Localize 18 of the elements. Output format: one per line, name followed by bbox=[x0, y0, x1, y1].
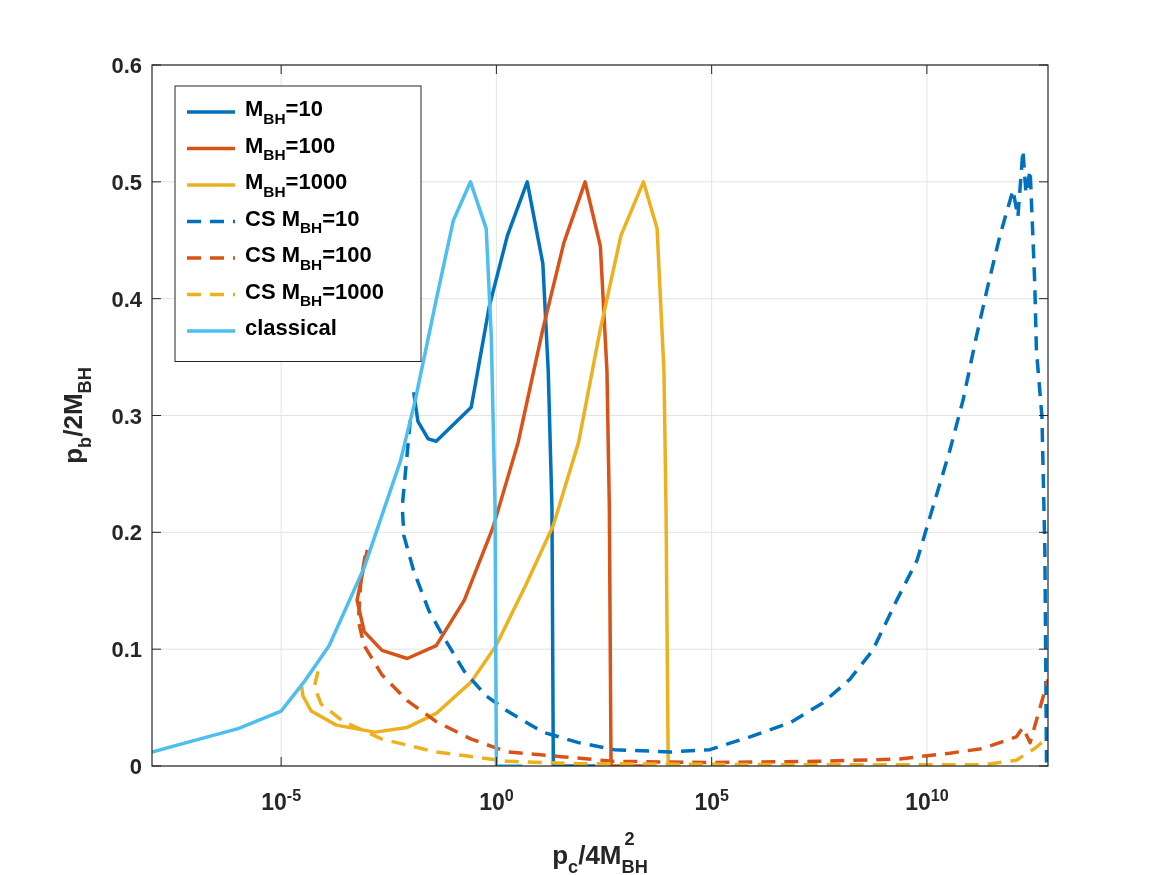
legend-label: M$_{BH}$=1000 bbox=[245, 169, 348, 200]
y-tick-label: 0.6 bbox=[111, 53, 142, 78]
legend-label: CS M$_{BH}$=1000 bbox=[245, 278, 385, 310]
y-tick-label: 0.1 bbox=[111, 637, 142, 663]
x-tick-label: 10$^{5}$ bbox=[694, 785, 729, 815]
legend-label: CS M$_{BH}$=10 bbox=[245, 205, 360, 237]
y-tick-label: 0.3 bbox=[111, 403, 142, 429]
legend-label: M$_{BH}$=10 bbox=[245, 96, 323, 127]
x-tick-label: 10$^{10}$ bbox=[905, 785, 949, 815]
x-tick-label: 10$^{-5}$ bbox=[261, 785, 302, 815]
y-tick-label: 0.5 bbox=[111, 169, 142, 195]
y-tick-label: 0.2 bbox=[111, 520, 142, 546]
legend-label: M$_{BH}$=100 bbox=[245, 132, 336, 164]
x-tick-label: 10$^{0}$ bbox=[479, 785, 514, 815]
y-tick-label: 0.4 bbox=[111, 286, 143, 312]
legend-label: CS M$_{BH}$=100 bbox=[245, 242, 372, 273]
y-tick-label: 0 bbox=[129, 754, 142, 779]
legend-label: classical bbox=[245, 315, 337, 340]
